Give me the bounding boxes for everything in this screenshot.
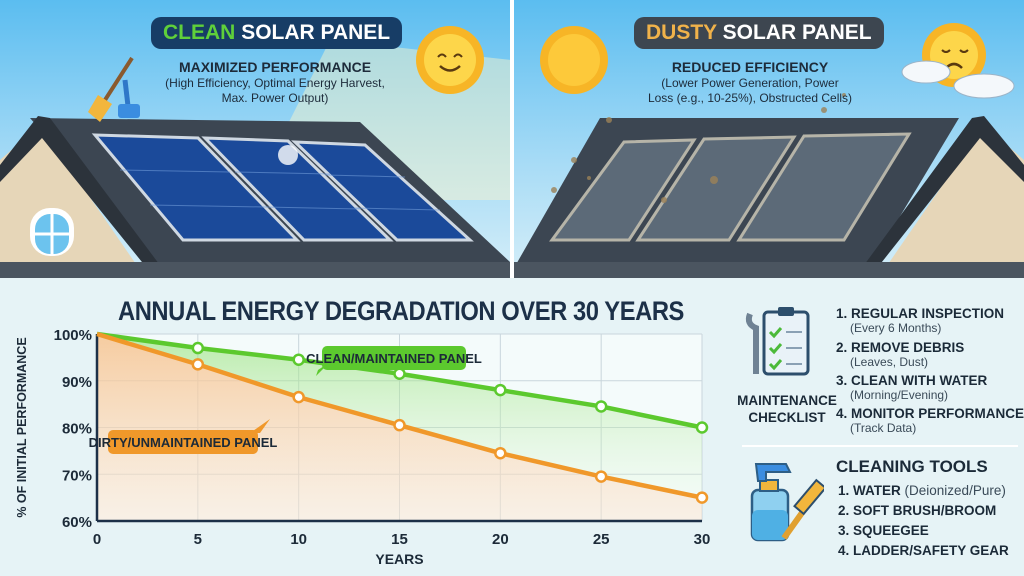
tool-item-note: (Deionized/Pure) (904, 483, 1006, 498)
checklist-item: 3. CLEAN WITH WATER (Morning/Evening) (836, 373, 987, 402)
data-point (695, 421, 709, 434)
spray-bottle-squeegee-icon (750, 463, 824, 542)
clean-house-illustration (0, 26, 511, 278)
x-tick-label: 20 (492, 531, 509, 548)
checklist-item-title: 3. CLEAN WITH WATER (836, 373, 988, 388)
checklist-label-2: CHECKLIST (748, 410, 826, 425)
data-point (695, 491, 709, 504)
x-tick-label: 15 (391, 531, 408, 548)
dusty-heading: REDUCED EFFICIENCY (671, 59, 829, 75)
sun-icon (540, 26, 608, 94)
clean-panel-scene: CLEAN SOLAR PANEL MAXIMIZED PERFORMANCE(… (0, 0, 511, 278)
checklist-item-note: (Track Data) (850, 421, 917, 435)
window-icon (30, 208, 74, 256)
maintenance-checklist-label: MAINTENANCE CHECKLIST (734, 392, 840, 426)
dirty-series-label: DIRTY/UNMAINTAINED PANEL (89, 435, 278, 450)
dusty-desc-2: Loss (e.g., 10-25%), Obstructed Cells) (647, 91, 853, 105)
clean-area-fill (97, 334, 702, 498)
tool-item: 2. SOFT BRUSH/BROOM (838, 503, 997, 518)
broom-icon (88, 56, 134, 122)
data-point (494, 446, 507, 460)
dusty-panel-scene: DUSTY SOLAR PANEL REDUCED EFFICIENCY (Low… (514, 0, 1024, 278)
dusty-desc-1: (Lower Power Generation, Power (661, 76, 839, 90)
x-tick-label: 10 (290, 531, 307, 548)
squeegee-icon (118, 79, 140, 118)
tool-item: 3. SQUEEGEE (838, 523, 929, 538)
checklist-item: 1. REGULAR INSPECTION (Every 6 Months) (836, 306, 1004, 335)
degradation-chart: 60% 70% 80% 90% 100% 0 5 10 15 20 25 30 CLEAN/MAINTA… (15, 327, 711, 567)
dirty-series-label-bg (108, 430, 258, 454)
y-tick-label: 100% (54, 327, 92, 344)
y-tick-label: 70% (62, 467, 92, 484)
section-divider (742, 445, 1018, 447)
clean-title-badge: CLEAN SOLAR PANEL (151, 17, 403, 49)
checklist-item-note: (Morning/Evening) (850, 388, 949, 402)
tool-item: 1. WATER (Deionized/Pure) (838, 483, 1006, 498)
dirty-label-pointer (250, 419, 270, 433)
clean-description: MAXIMIZED PERFORMANCE (High Efficiency, O… (140, 58, 410, 106)
dusty-title-badge: DUSTY SOLAR PANEL (634, 17, 884, 49)
x-tick-label: 0 (93, 531, 101, 548)
checklist-item-title: 4. MONITOR PERFORMANCE (836, 406, 1024, 421)
y-tick-label: 90% (62, 374, 92, 391)
clean-title-highlight: CLEAN (163, 21, 236, 44)
checklist-wrench-icon (745, 307, 810, 376)
data-point (292, 390, 305, 404)
checklist-item: 2. REMOVE DEBRIS (Leaves, Dust) (836, 340, 964, 369)
clean-series-label: CLEAN/MAINTAINED PANEL (306, 351, 482, 366)
checklist-item-title: 2. REMOVE DEBRIS (836, 340, 965, 355)
dusty-title-rest: SOLAR PANEL (722, 21, 872, 44)
dusty-house-illustration (514, 23, 1024, 278)
tool-item: 4. LADDER/SAFETY GEAR (838, 543, 1009, 558)
y-tick-label: 80% (62, 421, 92, 438)
x-tick-label: 30 (694, 531, 711, 548)
happy-sun-icon (416, 26, 484, 94)
clean-desc-2: Max. Power Output) (221, 91, 329, 105)
x-tick-label: 25 (593, 531, 610, 548)
checklist-item-title: 1. REGULAR INSPECTION (836, 306, 1005, 321)
data-point (494, 383, 507, 397)
checklist-item: 4. MONITOR PERFORMANCE (Track Data) (836, 406, 1024, 435)
data-point (594, 470, 608, 483)
clean-desc-1: (High Efficiency, Optimal Energy Harvest… (165, 76, 385, 90)
clean-series-label-bg (322, 346, 466, 370)
checklist-label-1: MAINTENANCE (737, 393, 837, 408)
data-point (191, 341, 205, 355)
y-axis-label: % OF INITIAL PERFORMANCE (15, 337, 29, 517)
dusty-title-highlight: DUSTY (646, 21, 717, 44)
data-point (292, 353, 305, 366)
data-point (393, 367, 406, 380)
dusty-description: REDUCED EFFICIENCY (Lower Power Generatio… (610, 58, 890, 106)
x-axis-label: YEARS (375, 551, 423, 567)
divider (510, 0, 514, 278)
cleaning-tools-heading: CLEANING TOOLS (836, 457, 988, 476)
data-point (393, 418, 406, 432)
x-tick-label: 5 (194, 531, 202, 548)
clean-title-rest: SOLAR PANEL (241, 21, 391, 44)
data-point (191, 358, 205, 371)
tool-item-title: 1. WATER (838, 483, 901, 498)
y-tick-label: 60% (62, 514, 92, 531)
clean-heading: MAXIMIZED PERFORMANCE (178, 59, 372, 75)
checklist-item-note: (Leaves, Dust) (850, 355, 929, 369)
checklist-item-note: (Every 6 Months) (850, 321, 942, 335)
sad-sun-cloud-icon (901, 23, 1015, 99)
chart-title: ANNUAL ENERGY DEGRADATION OVER 30 YEARS (118, 296, 684, 326)
data-point (594, 400, 608, 413)
